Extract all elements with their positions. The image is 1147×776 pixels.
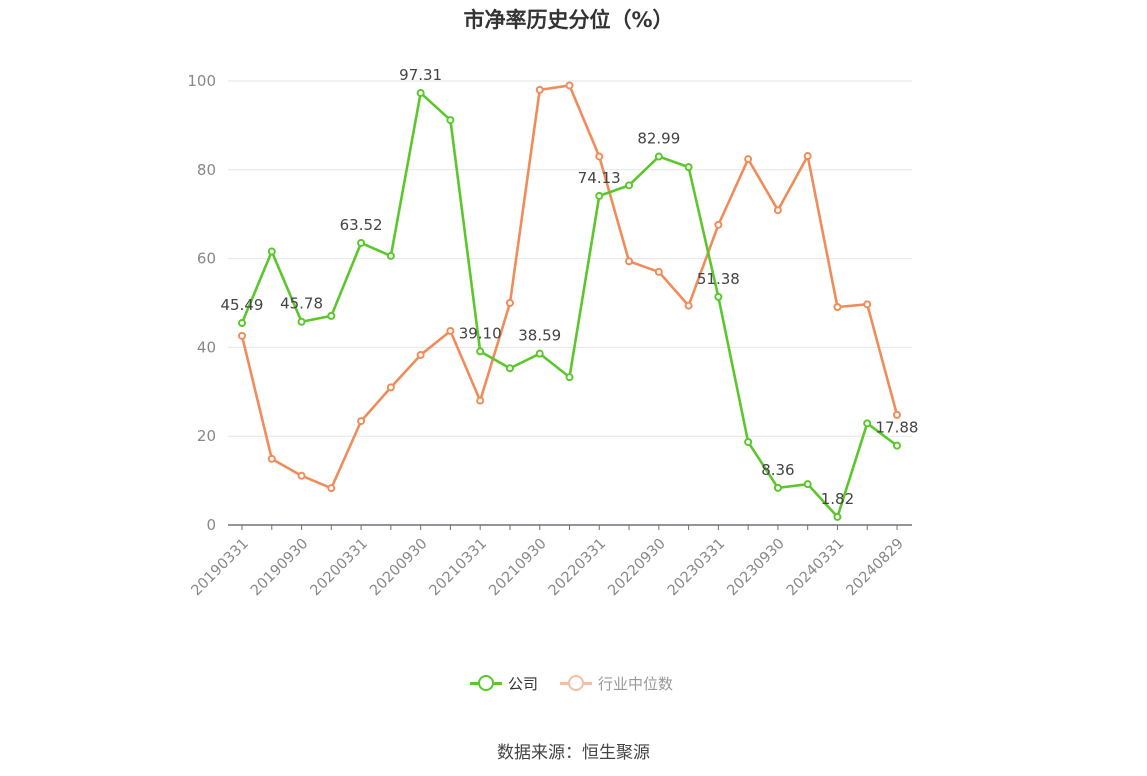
data-label: 8.36 xyxy=(761,461,794,479)
data-label: 82.99 xyxy=(637,130,680,148)
data-label: 39.10 xyxy=(459,324,502,342)
x-tick-label: 20200930 xyxy=(367,536,431,600)
data-point xyxy=(238,331,246,340)
x-tick-label: 20230331 xyxy=(665,536,729,600)
data-point xyxy=(386,251,395,260)
legend: 公司 行业中位数 xyxy=(470,672,695,694)
data-label: 17.88 xyxy=(876,419,919,437)
data-point xyxy=(565,81,574,90)
data-label: 38.59 xyxy=(518,327,561,345)
data-point xyxy=(684,301,693,310)
data-point xyxy=(714,292,723,301)
data-point xyxy=(505,299,514,307)
source-note: 数据来源：恒生聚源 xyxy=(497,743,650,763)
data-point xyxy=(446,116,455,125)
data-label: 97.31 xyxy=(399,66,442,84)
data-point xyxy=(773,206,782,215)
data-point xyxy=(357,238,366,247)
x-tick-label: 20190331 xyxy=(188,536,252,600)
series-line-industry xyxy=(240,84,899,490)
data-point xyxy=(476,396,485,405)
legend-marker-icon xyxy=(470,672,502,694)
x-tick-label: 20240829 xyxy=(843,536,907,600)
legend-label: 行业中位数 xyxy=(598,674,674,693)
data-point xyxy=(327,484,336,493)
data-point xyxy=(744,437,753,446)
x-tick-label: 20240331 xyxy=(784,536,848,600)
data-point xyxy=(267,454,276,463)
data-point xyxy=(654,152,663,161)
data-point xyxy=(893,441,901,450)
data-point xyxy=(357,417,366,426)
data-point xyxy=(297,471,306,480)
x-tick-label: 20220930 xyxy=(605,536,669,600)
data-point xyxy=(327,311,336,320)
data-point xyxy=(803,152,812,161)
y-tick-label: 60 xyxy=(197,250,216,268)
data-point xyxy=(773,483,782,492)
data-point xyxy=(684,163,693,172)
data-point xyxy=(386,383,395,392)
data-label: 1.82 xyxy=(821,490,854,508)
data-labels: 45.49 45.78 63.52 97.31 39.10 38.59 74.13 82.99… xyxy=(221,66,919,508)
data-label: 63.52 xyxy=(340,216,383,234)
legend-label: 公司 xyxy=(508,674,539,693)
data-point xyxy=(744,155,753,164)
data-point xyxy=(297,317,306,326)
data-point xyxy=(416,88,425,97)
x-tick-label: 20230930 xyxy=(724,536,788,600)
data-point xyxy=(833,302,842,311)
data-point xyxy=(535,349,544,358)
data-point xyxy=(863,419,872,428)
chart-title: 市净率历史分位（%） xyxy=(463,8,674,32)
data-point xyxy=(625,257,634,266)
data-point xyxy=(833,512,842,521)
data-point xyxy=(446,326,455,335)
y-tick-label: 100 xyxy=(187,72,216,90)
x-tick-label: 20210930 xyxy=(486,536,550,600)
data-label: 51.38 xyxy=(697,270,740,288)
x-tick-label: 20200331 xyxy=(308,536,372,600)
x-tick-label: 20210331 xyxy=(427,536,491,600)
data-point xyxy=(267,247,276,256)
data-label: 74.13 xyxy=(578,169,621,187)
data-point xyxy=(416,350,425,359)
data-point xyxy=(505,364,514,373)
data-point xyxy=(863,300,872,309)
data-point xyxy=(625,181,634,190)
y-tick-label: 20 xyxy=(197,427,216,445)
data-point xyxy=(595,152,604,161)
data-point xyxy=(535,85,544,94)
data-point xyxy=(654,267,663,276)
data-point xyxy=(595,191,604,200)
data-label: 45.78 xyxy=(280,295,323,313)
y-tick-label: 40 xyxy=(197,338,216,356)
data-point xyxy=(476,347,485,356)
series-layer xyxy=(238,81,901,521)
series-line-company xyxy=(240,91,898,519)
x-tick-label: 20190930 xyxy=(248,536,312,600)
data-point xyxy=(238,319,246,328)
data-point xyxy=(893,410,901,419)
data-point xyxy=(565,373,574,382)
y-tick-label: 0 xyxy=(206,516,216,534)
data-point xyxy=(714,220,723,229)
data-label: 45.49 xyxy=(221,296,264,314)
legend-item-industry[interactable]: 行业中位数 xyxy=(560,672,673,694)
y-tick-label: 80 xyxy=(197,161,216,179)
legend-marker-icon xyxy=(560,672,593,694)
legend-item-company[interactable]: 公司 xyxy=(470,672,538,694)
grid-lines xyxy=(228,80,912,437)
x-tick-label: 20220331 xyxy=(546,536,610,600)
data-point xyxy=(803,480,812,489)
